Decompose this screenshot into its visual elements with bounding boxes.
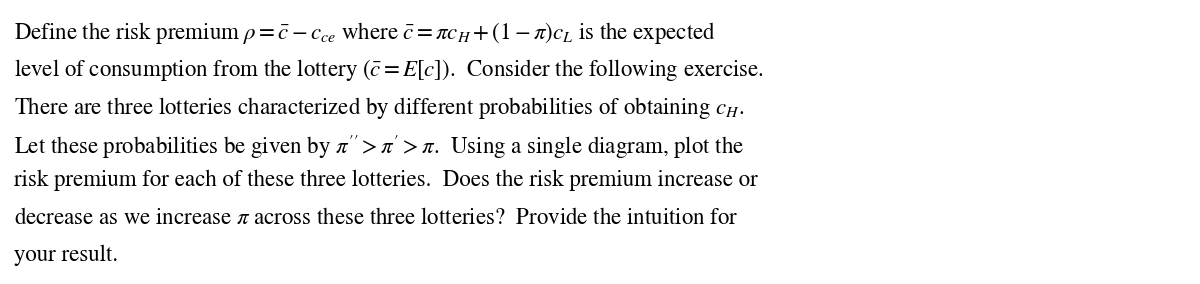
- Text: There are three lotteries characterized by different probabilities of obtaining : There are three lotteries characterized …: [14, 95, 744, 121]
- Text: Define the risk premium $\rho = \bar{c} - c_{ce}$ where $\bar{c} = \pi c_{H} + (: Define the risk premium $\rho = \bar{c} …: [14, 20, 716, 46]
- Text: level of consumption from the lottery $(\bar{c} = E[c])$.  Consider the followin: level of consumption from the lottery $(…: [14, 57, 764, 83]
- Text: Let these probabilities be given by $\pi'' > \pi' > \pi$.  Using a single diagra: Let these probabilities be given by $\pi…: [14, 132, 745, 160]
- Text: decrease as we increase $\pi$ across these three lotteries?  Provide the intuiti: decrease as we increase $\pi$ across the…: [14, 207, 739, 229]
- Text: your result.: your result.: [14, 245, 119, 266]
- Text: risk premium for each of these three lotteries.  Does the risk premium increase : risk premium for each of these three lot…: [14, 170, 758, 191]
